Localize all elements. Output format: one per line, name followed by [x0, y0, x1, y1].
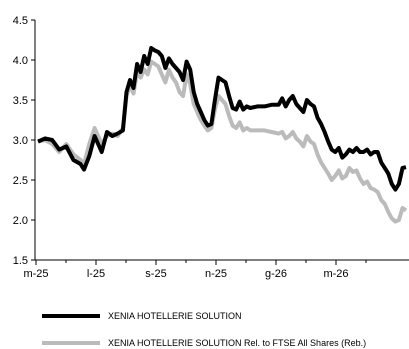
x-tick-label: g-26 [265, 268, 287, 280]
legend: XENIA HOTELLERIE SOLUTION XENIA HOTELLER… [42, 311, 366, 348]
y-axis-ticks: 1.5 2.0 2.5 3.0 3.5 4.0 4.5 [13, 15, 35, 267]
series-line-0 [37, 46, 407, 192]
x-tick-label: m-25 [23, 268, 48, 280]
legend-label-series-0: XENIA HOTELLERIE SOLUTION [108, 311, 242, 321]
y-tick-label: 3.0 [13, 135, 28, 147]
series-lines [37, 46, 408, 224]
y-tick-label: 4.0 [13, 55, 28, 67]
legend-label-series-1: XENIA HOTELLERIE SOLUTION Rel. to FTSE A… [108, 338, 366, 348]
x-axis-ticks: m-25 l-25 s-25 n-25 g-26 m-26 [23, 260, 367, 280]
x-tick-label: m-26 [323, 268, 348, 280]
x-tick-label: s-25 [145, 268, 166, 280]
y-tick-label: 2.0 [13, 215, 28, 227]
plot-area: 1.5 2.0 2.5 3.0 3.5 4.0 4.5 m-25 l-25 s-25 n-25 g-… [13, 15, 409, 280]
y-tick-label: 4.5 [13, 15, 28, 27]
x-tick-label: n-25 [205, 268, 227, 280]
x-tick-label: l-25 [87, 268, 105, 280]
y-tick-label: 2.5 [13, 175, 28, 187]
y-tick-label: 3.5 [13, 95, 28, 107]
y-tick-label: 1.5 [13, 255, 28, 267]
